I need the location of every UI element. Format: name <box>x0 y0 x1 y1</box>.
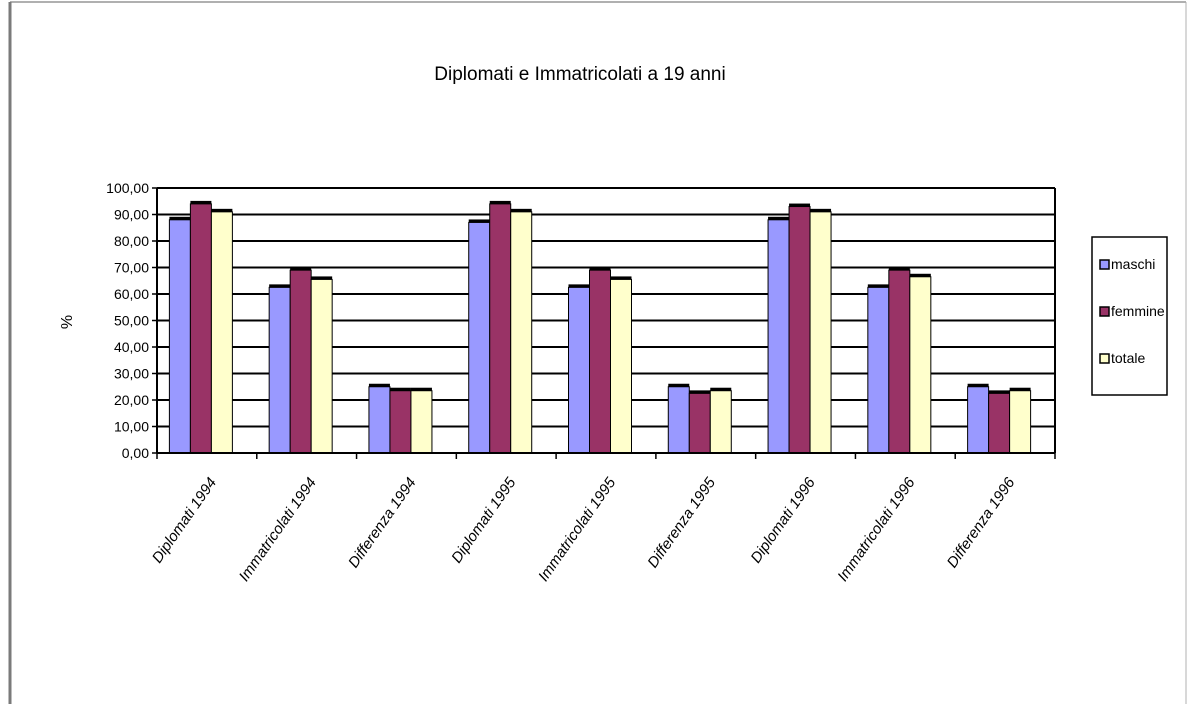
bar-top-edge <box>888 267 910 271</box>
legend-label-totale: totale <box>1111 350 1145 366</box>
bar-maschi <box>867 286 890 454</box>
y-tick-label: 60,00 <box>114 286 149 302</box>
bar-top-edge <box>311 276 333 280</box>
bar-top-edge <box>368 383 390 387</box>
x-tick-label: Diplomati 1996 <box>748 474 820 566</box>
bar-totale <box>310 278 333 454</box>
bar-femmine <box>788 206 811 454</box>
bar-top-edge <box>269 284 291 288</box>
bar-maschi <box>168 219 191 454</box>
bar-femmine <box>589 269 611 454</box>
bar-totale <box>210 211 233 454</box>
axes <box>152 187 1056 459</box>
bar-top-edge <box>211 208 233 212</box>
bar-top-edge <box>710 387 732 391</box>
bar-top-edge <box>1009 387 1031 391</box>
legend-label-femmine: femmine <box>1111 303 1165 319</box>
bar-top-edge <box>389 387 411 391</box>
bar-top-edge <box>468 219 490 223</box>
y-tick-labels: 0,00 10,00 20,00 30,00 40,00 50,00 60,00 70,00 8… <box>106 180 149 461</box>
x-tick-labels: Diplomati 1994 Immatricolati 1994 Differen… <box>149 474 1019 585</box>
legend-swatch-femmine <box>1099 306 1110 317</box>
x-tick-label: Differenza 1995 <box>644 474 719 571</box>
bar-top-edge <box>789 203 811 207</box>
bar-totale <box>1009 390 1032 454</box>
bar-top-edge <box>589 267 611 271</box>
legend-label-maschi: maschi <box>1111 256 1155 272</box>
y-tick-label: 70,00 <box>114 260 149 276</box>
bar-totale <box>909 276 932 454</box>
legend-swatch-totale <box>1099 353 1110 364</box>
bar-top-edge <box>810 208 832 212</box>
bar-maschi <box>468 221 491 454</box>
bar-top-edge <box>410 387 432 391</box>
bar-maschi <box>268 286 291 454</box>
bar-top-edge <box>909 273 931 277</box>
bar-top-edge <box>867 284 889 288</box>
x-tick-label: Immatricolati 1994 <box>236 475 320 585</box>
bar-femmine <box>389 390 412 454</box>
y-tick-label: 30,00 <box>114 366 149 382</box>
bar-top-edge <box>290 267 312 271</box>
bar-top-edge <box>967 383 989 387</box>
chart-title: Diplomati e Immatricolati a 19 anni <box>434 64 725 85</box>
y-tick-label: 10,00 <box>114 419 149 435</box>
y-tick-label: 0,00 <box>122 445 149 461</box>
bar-top-edge <box>489 200 511 204</box>
bar-totale <box>709 390 732 454</box>
bar-top-edge <box>988 390 1010 394</box>
bar-maschi <box>667 386 690 454</box>
bar-top-edge <box>768 216 790 220</box>
bar-top-edge <box>610 276 632 280</box>
bar-maschi <box>767 219 790 454</box>
y-tick-label: 20,00 <box>114 392 149 408</box>
bar-maschi <box>568 286 590 454</box>
x-tick-label: Diplomati 1995 <box>448 474 520 566</box>
bar-top-edge <box>689 390 711 394</box>
y-tick-label: 90,00 <box>114 207 149 223</box>
bar-femmine <box>489 203 512 454</box>
y-axis-label: % <box>59 315 76 329</box>
legend: maschi femmine totale <box>1091 236 1168 396</box>
bar-top-edge <box>568 284 590 288</box>
y-tick-label: 80,00 <box>114 233 149 249</box>
bar-femmine <box>688 392 711 454</box>
x-tick-label: Immatricolati 1995 <box>535 474 620 585</box>
bar-totale <box>809 211 832 454</box>
bar-maschi <box>967 386 990 454</box>
bar-femmine <box>988 392 1011 454</box>
bar-totale <box>410 390 433 454</box>
x-tick-label: Differenza 1994 <box>345 475 420 572</box>
bar-totale <box>510 211 533 454</box>
bar-top-edge <box>190 200 212 204</box>
bar-femmine <box>888 269 911 454</box>
y-tick-label: 100,00 <box>106 180 149 196</box>
bars <box>168 200 1032 454</box>
bar-femmine <box>189 203 212 454</box>
bar-top-edge <box>510 208 532 212</box>
legend-swatch-maschi <box>1099 259 1110 270</box>
bar-maschi <box>368 386 391 454</box>
bar-totale <box>610 278 632 454</box>
x-tick-label: Diplomati 1994 <box>149 475 220 567</box>
bar-top-edge <box>668 383 690 387</box>
x-tick-label: Immatricolati 1996 <box>834 474 919 585</box>
bar-top-edge <box>169 216 191 220</box>
y-tick-label: 40,00 <box>114 339 149 355</box>
x-tick-label: Differenza 1996 <box>944 474 1019 571</box>
y-tick-label: 50,00 <box>114 313 149 329</box>
bar-femmine <box>289 269 312 454</box>
